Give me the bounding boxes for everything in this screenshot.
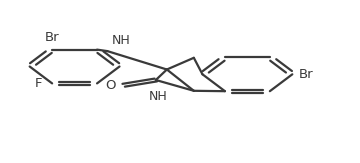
Text: NH: NH: [112, 34, 130, 47]
Text: F: F: [35, 77, 42, 90]
Text: Br: Br: [298, 68, 313, 81]
Text: NH: NH: [148, 90, 167, 103]
Text: Br: Br: [45, 31, 59, 44]
Text: O: O: [105, 79, 116, 92]
